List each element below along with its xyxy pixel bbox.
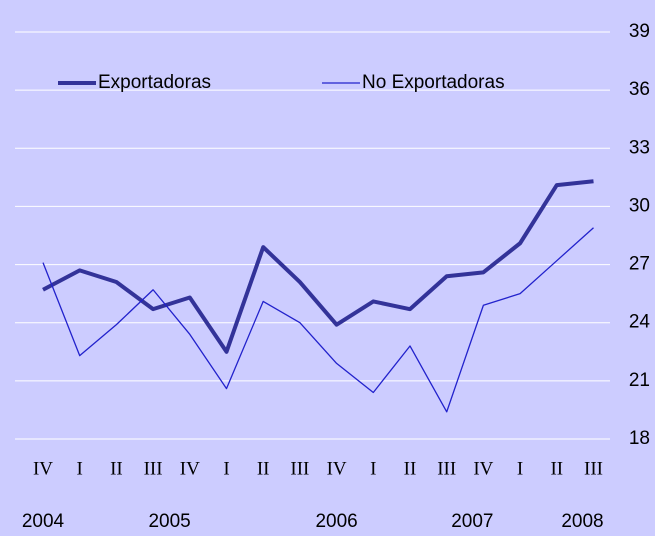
x-tick-label: I <box>370 458 376 479</box>
x-tick-label: III <box>144 458 163 479</box>
y-tick-label: 36 <box>629 79 650 100</box>
x-tick-label: III <box>437 458 456 479</box>
x-tick-label: I <box>517 458 523 479</box>
y-tick-label: 21 <box>629 370 650 391</box>
x-tick-label: I <box>77 458 83 479</box>
year-label: 2004 <box>22 511 65 532</box>
y-tick-label: 39 <box>629 21 650 42</box>
year-label: 2007 <box>451 511 493 532</box>
legend-label: No Exportadoras <box>362 72 505 93</box>
year-label: 2008 <box>561 511 603 532</box>
x-tick-label: I <box>223 458 229 479</box>
line-series <box>42 227 594 413</box>
x-tick-label: IV <box>327 458 347 479</box>
year-label: 2005 <box>148 511 190 532</box>
y-tick-label: 27 <box>629 254 650 275</box>
line-series <box>42 179 594 354</box>
x-tick-label: II <box>550 458 563 479</box>
x-tick-label: II <box>257 458 270 479</box>
x-tick-label: IV <box>33 458 53 479</box>
y-tick-label: 18 <box>629 428 650 449</box>
y-tick-label: 24 <box>629 312 651 333</box>
x-tick-label: III <box>584 458 603 479</box>
x-tick-label: IV <box>180 458 200 479</box>
x-tick-label: II <box>404 458 417 479</box>
x-tick-label: IV <box>473 458 493 479</box>
y-tick-label: 33 <box>629 137 650 158</box>
year-label: 2006 <box>315 511 357 532</box>
legend-label: Exportadoras <box>98 72 211 93</box>
x-tick-label: III <box>290 458 309 479</box>
y-tick-label: 30 <box>629 195 650 216</box>
x-tick-label: II <box>110 458 123 479</box>
